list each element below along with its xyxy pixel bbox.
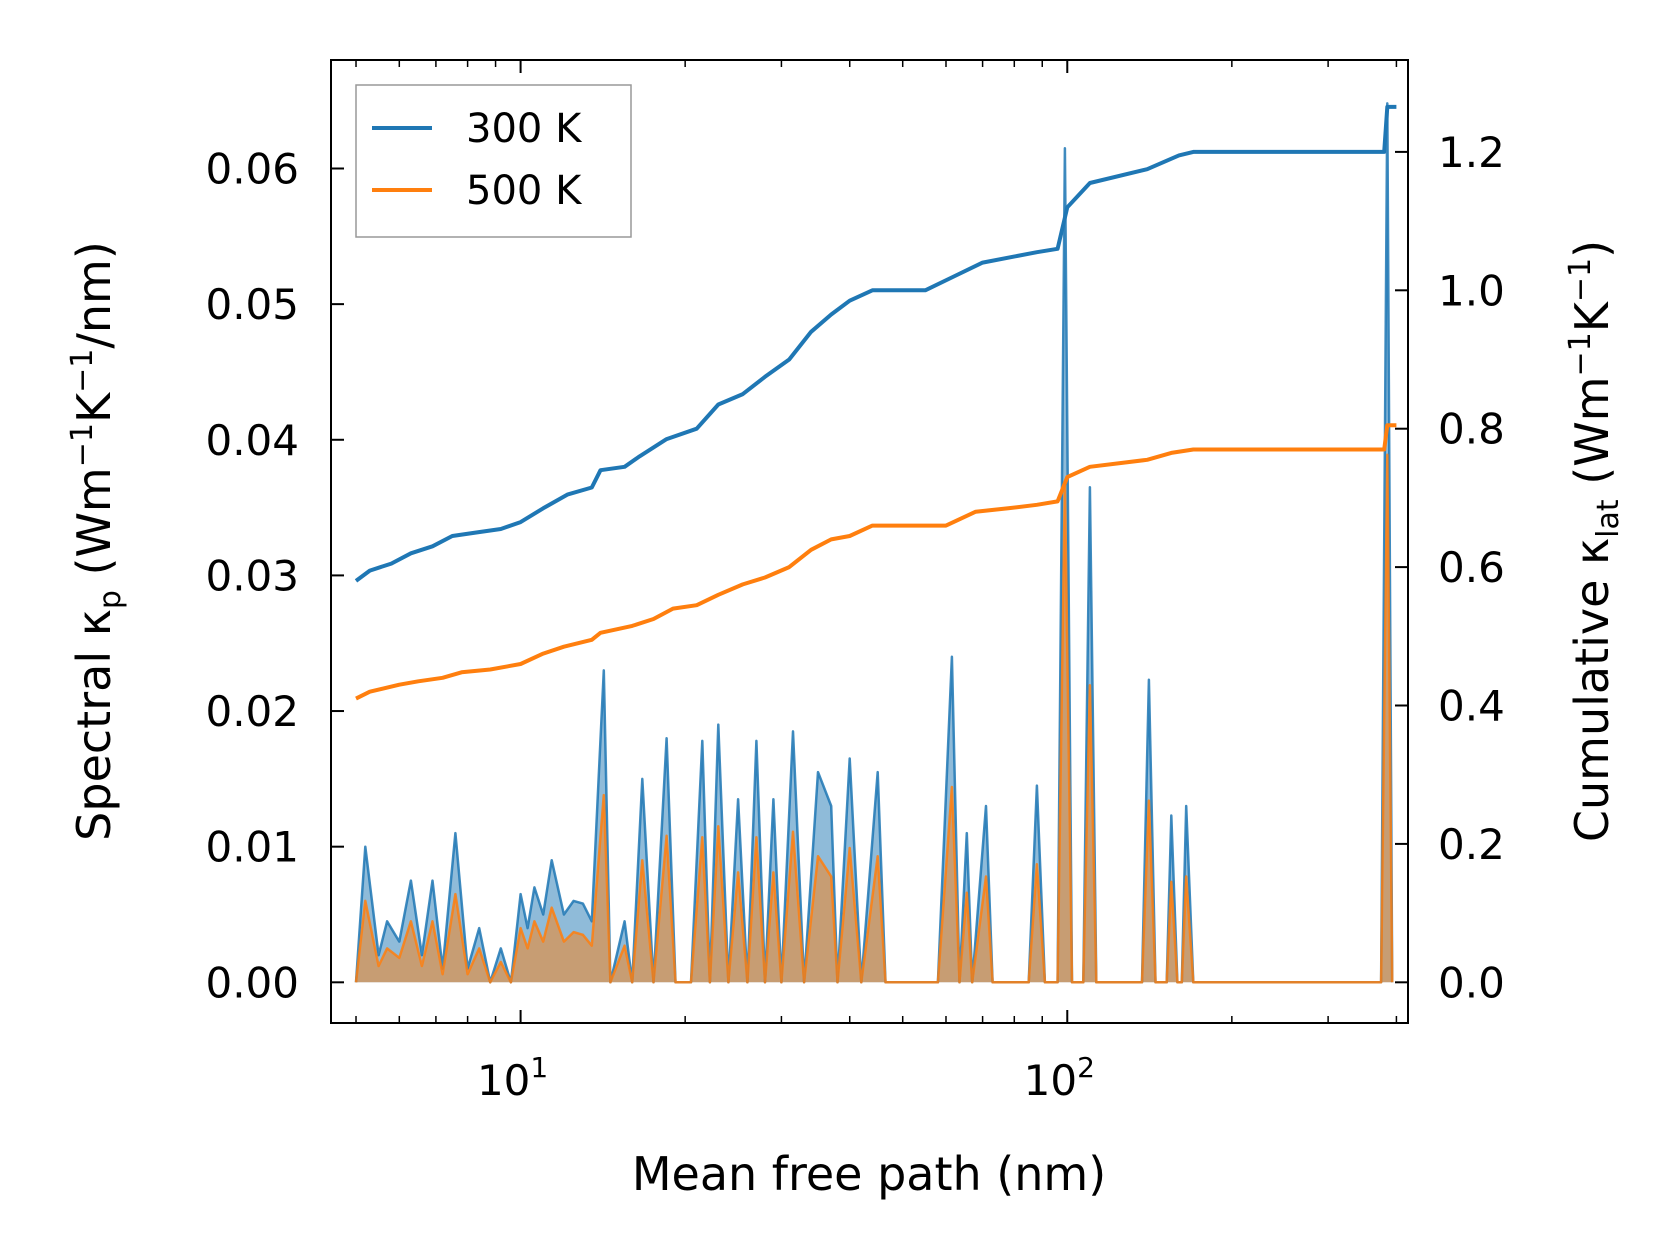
y-left-axis-label: Spectral κp (Wm−1K−1/nm) bbox=[65, 241, 128, 841]
plot-frame bbox=[330, 59, 1409, 1024]
y-left-tick-label: 0.02 bbox=[205, 687, 299, 736]
y-right-label-unit-mid: K bbox=[1565, 300, 1619, 332]
x-axis-label: Mean free path (nm) bbox=[632, 1147, 1106, 1201]
spectral-line-500k bbox=[354, 453, 1394, 984]
y-left-label-sup1: −1 bbox=[65, 423, 100, 467]
cumulative-line-300k bbox=[354, 104, 1397, 583]
y-left-label-unit-pre: (Wm bbox=[67, 467, 121, 590]
y-right-label-unit-pre: (Wm bbox=[1565, 376, 1619, 499]
y-left-tick-label: 0.05 bbox=[205, 280, 299, 329]
legend-label-500k: 500 K bbox=[466, 168, 583, 214]
y-left-tick-label: 0.06 bbox=[205, 145, 299, 194]
y-right-tick-label: 1.2 bbox=[1438, 128, 1505, 177]
y-right-tick-label: 0.4 bbox=[1438, 682, 1505, 731]
y-left-label-unit-post: /nm) bbox=[67, 241, 121, 348]
y-right-label-unit-post: ) bbox=[1565, 240, 1619, 258]
y-right-label-main: Cumulative κ bbox=[1565, 538, 1619, 842]
legend-label-300k: 300 K bbox=[466, 106, 583, 152]
cumulative-lines bbox=[354, 104, 1397, 701]
y-left-label-unit-mid: K bbox=[67, 391, 121, 423]
y-left-tick-label: 0.01 bbox=[205, 823, 299, 872]
y-left-tick-label: 0.00 bbox=[205, 958, 299, 1007]
y-right-tick-label: 1.0 bbox=[1438, 266, 1505, 315]
y-right-label-sup2: −1 bbox=[1563, 258, 1598, 302]
y-left-tick-label: 0.04 bbox=[205, 416, 299, 465]
spectral-area-500k bbox=[356, 454, 1393, 983]
x-tick-label: 102 bbox=[1024, 1051, 1095, 1105]
y-left-label-sup2: −1 bbox=[65, 349, 100, 393]
y-right-tick-label: 0.6 bbox=[1438, 543, 1505, 592]
x-ticks: 101 102 bbox=[355, 60, 1398, 1105]
y-left-ticks: 0.00 0.01 0.02 0.03 0.04 0.05 0.06 bbox=[205, 145, 344, 1007]
y-left-label-sub: p bbox=[93, 590, 128, 609]
cumulative-line-500k bbox=[355, 423, 1397, 701]
spectral-lines bbox=[354, 102, 1394, 984]
y-left-tick-label: 0.03 bbox=[205, 551, 299, 600]
spectral-area-300k bbox=[356, 103, 1393, 983]
y-left-label-main: Spectral κ bbox=[67, 609, 121, 841]
spectral-line-300k bbox=[354, 102, 1394, 984]
x-tick-label: 101 bbox=[477, 1051, 548, 1105]
y-right-label-sup1: −1 bbox=[1563, 332, 1598, 376]
y-right-tick-label: 0.2 bbox=[1438, 820, 1505, 869]
y-right-tick-label: 0.0 bbox=[1438, 958, 1505, 1007]
legend-box bbox=[355, 84, 632, 238]
y-right-label-sub: lat bbox=[1591, 499, 1626, 538]
y-right-ticks: 0.0 0.2 0.4 0.6 0.8 1.0 1.2 bbox=[1395, 128, 1505, 1007]
y-right-tick-label: 0.8 bbox=[1438, 405, 1505, 454]
legend: 300 K 500 K bbox=[355, 84, 632, 238]
y-right-axis-label: Cumulative κlat (Wm−1K−1) bbox=[1563, 240, 1626, 842]
